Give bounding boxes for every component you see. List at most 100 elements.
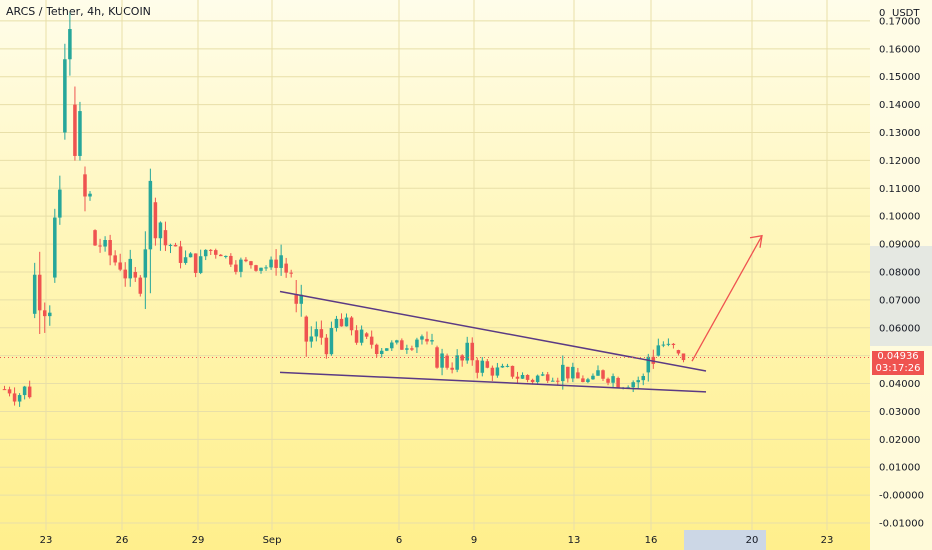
y-tick-label: 0.11000 — [879, 184, 920, 195]
candle-body — [269, 259, 273, 268]
y-tick-label: -0.01000 — [879, 519, 924, 530]
candle-body — [22, 386, 27, 396]
candle-body — [304, 316, 309, 342]
y-tick-label: 0.16000 — [879, 44, 920, 55]
currency-zero: 0 — [879, 8, 885, 19]
candle-body — [158, 222, 163, 239]
candle-body — [581, 378, 585, 383]
x-tick-label: Sep — [263, 535, 282, 546]
y-tick-label: 0.09000 — [879, 240, 920, 251]
y-tick-label: 0.08000 — [879, 267, 920, 278]
candle-body — [289, 272, 293, 274]
y-tick-label: 0.02000 — [879, 435, 920, 446]
candle-body — [68, 29, 72, 60]
last-price-value: 0.04936 — [877, 351, 919, 363]
candle-body — [284, 263, 288, 273]
candle-body — [480, 360, 485, 373]
y-tick-label: 0.17000 — [879, 16, 920, 27]
candle-body — [420, 336, 424, 340]
candle-body — [58, 189, 62, 218]
candle-body — [515, 376, 520, 379]
candle-body — [410, 348, 414, 350]
candle-body — [279, 255, 283, 268]
candle-body — [576, 372, 580, 379]
x-tick-label: 20 — [746, 535, 759, 546]
candle-body — [168, 244, 173, 246]
candle-body — [415, 339, 419, 348]
candle-body — [671, 343, 676, 345]
candle-body — [42, 310, 47, 317]
y-tick-label: 0.15000 — [879, 72, 920, 83]
candle-body — [148, 180, 153, 250]
candle-body — [83, 174, 87, 197]
candle-body — [395, 340, 399, 343]
candle-body — [48, 312, 52, 317]
x-tick-label: 23 — [821, 535, 834, 546]
candle-body — [334, 318, 339, 329]
candle-body — [193, 253, 198, 273]
candle-body — [244, 259, 248, 262]
candle-body — [525, 374, 530, 380]
candle-body — [339, 318, 344, 327]
candle-body — [224, 255, 228, 257]
y-tick-label: 0.10000 — [879, 212, 920, 223]
candle-body — [535, 375, 540, 383]
candle-body — [430, 340, 434, 342]
candle-body — [219, 254, 223, 257]
candle-body — [520, 374, 525, 379]
candle-body — [530, 379, 535, 383]
wedge-trendline — [279, 371, 707, 393]
candle-body — [435, 347, 439, 368]
candle-body — [661, 344, 666, 346]
candle-body — [379, 350, 384, 354]
candle-body — [676, 350, 681, 354]
candle-body — [475, 360, 480, 373]
candle-body — [78, 111, 82, 156]
y-tick-label: 0.06000 — [879, 323, 920, 334]
candle-body — [641, 376, 646, 381]
candle-body — [128, 258, 133, 279]
candle-body — [545, 374, 550, 381]
candle-body — [606, 378, 610, 383]
x-tick-label: 23 — [40, 535, 53, 546]
candle-body — [143, 249, 148, 278]
candle-body — [259, 267, 263, 271]
candle-body — [591, 375, 595, 380]
axis-highlight-zone — [870, 246, 932, 346]
y-axis-ticks: 0.17000 0.16000 0.15000 0.14000 0.13000 0.120… — [879, 16, 924, 529]
candle-body — [138, 277, 143, 294]
last-price-tag: 0.04936 03:17:26 — [872, 351, 924, 376]
projection-arrow — [691, 235, 763, 362]
y-tick-label: 0.14000 — [879, 100, 920, 111]
x-tick-label: 16 — [645, 535, 658, 546]
candle-body — [425, 338, 429, 342]
candle-body — [163, 230, 168, 246]
candle-body — [555, 380, 560, 382]
candle-body — [440, 353, 444, 368]
candle-body — [249, 261, 253, 266]
candle-body — [405, 348, 409, 350]
candle-body — [656, 345, 661, 356]
y-tick-label: -0.00000 — [879, 491, 924, 502]
candle-body — [374, 344, 379, 354]
candle-body — [636, 380, 640, 383]
candle-body — [208, 249, 213, 251]
candle-body — [324, 337, 329, 355]
candle-body — [274, 259, 278, 268]
y-tick-label: 0.12000 — [879, 156, 920, 167]
candle-body — [239, 259, 243, 272]
candle-body — [294, 294, 298, 304]
y-tick-label: 0.07000 — [879, 295, 920, 306]
countdown: 03:17:26 — [875, 363, 921, 375]
candle-body — [651, 356, 656, 364]
candle-body — [646, 356, 651, 373]
y-tick-label: 0.13000 — [879, 128, 920, 139]
candle-body — [319, 329, 324, 338]
candle-body — [455, 355, 459, 370]
candle-body — [470, 342, 475, 361]
candle-body — [63, 59, 67, 133]
y-tick-label: 0.03000 — [879, 407, 920, 418]
candle-body — [500, 365, 505, 368]
candle-body — [611, 376, 615, 383]
